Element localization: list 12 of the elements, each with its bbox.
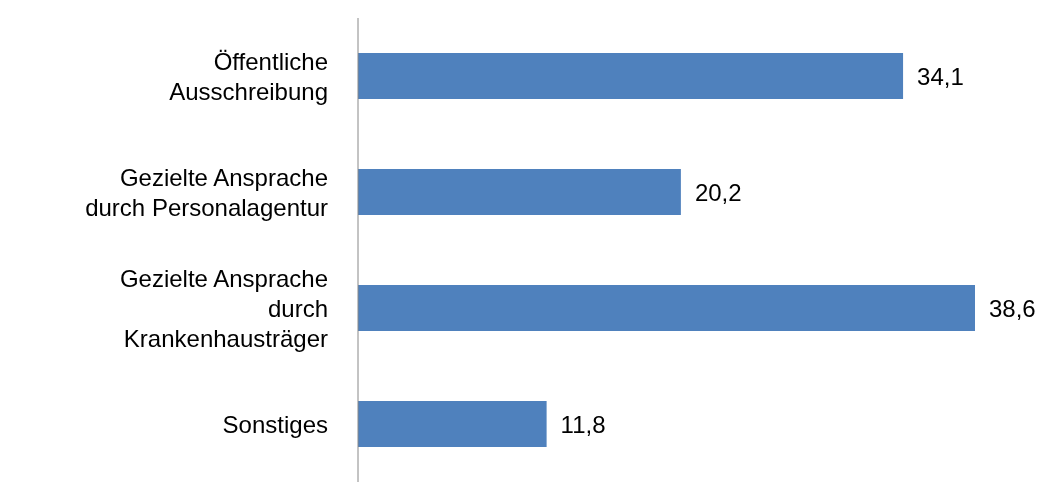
bar	[358, 401, 547, 447]
y-tick-label: Öffentliche Ausschreibung	[169, 47, 328, 105]
bar	[358, 53, 904, 99]
bar	[358, 169, 681, 215]
y-tick-label: Gezielte Ansprache durch Krankenhausträger	[119, 264, 328, 352]
y-tick-label: Gezielte Ansprache durch Personalagentur	[85, 163, 328, 221]
data-label: 20,2	[694, 178, 742, 206]
y-tick-label: Sonstiges	[222, 410, 328, 438]
data-label: 38,6	[989, 294, 1036, 322]
data-label: 34,1	[917, 62, 964, 90]
data-label: 11,8	[560, 410, 606, 438]
bar	[358, 285, 975, 331]
